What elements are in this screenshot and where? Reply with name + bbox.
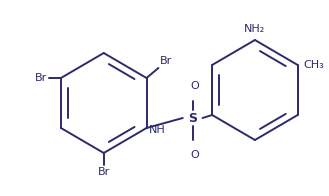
Text: CH₃: CH₃ (304, 60, 324, 70)
Text: NH₂: NH₂ (244, 24, 266, 34)
Text: S: S (188, 112, 197, 124)
Text: Br: Br (160, 56, 173, 66)
Text: Br: Br (98, 167, 110, 177)
Text: O: O (190, 81, 199, 91)
Text: O: O (190, 150, 199, 160)
Text: NH: NH (149, 125, 166, 135)
Text: Br: Br (35, 73, 47, 83)
